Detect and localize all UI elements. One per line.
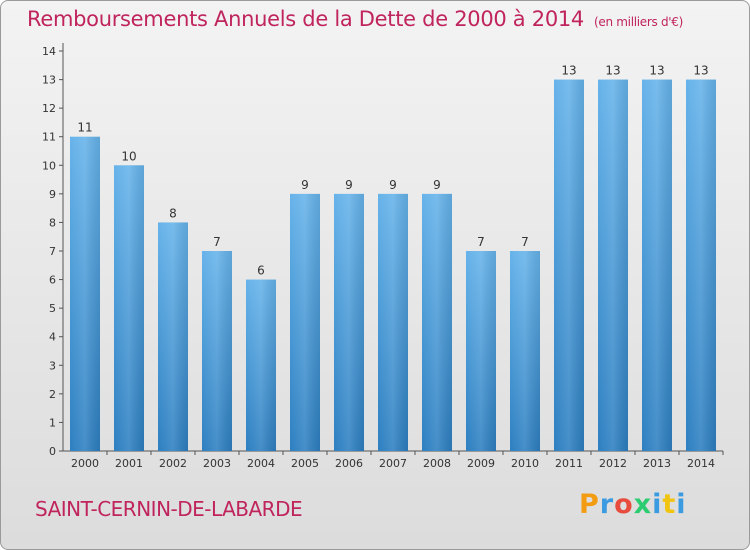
bar-value-label: 13 [561,64,576,78]
x-tick-label: 2000 [71,457,99,470]
y-tick-label: 0 [49,445,56,458]
bar-shade [510,251,540,451]
y-tick-label: 10 [42,159,56,172]
bar-shade [114,165,144,452]
bar-shade [334,193,364,451]
bar-value-label: 7 [213,235,221,249]
bar-value-label: 13 [649,64,664,78]
bar-value-label: 7 [477,235,485,249]
y-tick-label: 11 [42,131,56,144]
logo-letter: P [579,489,600,520]
y-tick-label: 2 [49,388,56,401]
x-tick-label: 2005 [291,457,319,470]
logo-letter: r [599,489,615,520]
bar-value-label: 13 [693,64,708,78]
y-tick-label: 7 [49,245,56,258]
x-tick-label: 2012 [599,457,627,470]
logo-letter: o [614,489,634,520]
bar-value-label: 13 [605,64,620,78]
proxiti-logo: Proxiti [579,489,687,520]
x-tick-label: 2014 [687,457,715,470]
x-tick-label: 2003 [203,457,231,470]
x-tick-label: 2011 [555,457,583,470]
bar-shade [202,251,232,451]
x-tick-label: 2002 [159,457,187,470]
chart-title: Remboursements Annuels de la Dette de 20… [27,7,683,31]
x-tick-label: 2010 [511,457,539,470]
logo-letter: i [676,489,687,520]
bar-shade [554,79,584,452]
y-tick-label: 6 [49,274,56,287]
y-tick-label: 9 [49,188,56,201]
logo-letter: x [633,489,653,520]
y-tick-label: 3 [49,359,56,372]
chart-unit: (en milliers d'€) [594,15,684,29]
x-tick-label: 2013 [643,457,671,470]
bar-value-label: 9 [345,178,353,192]
x-tick-label: 2008 [423,457,451,470]
x-tick-label: 2004 [247,457,275,470]
bar-value-label: 6 [257,264,265,278]
bar-value-label: 9 [389,178,397,192]
bar-value-label: 11 [77,121,92,135]
commune-name: SAINT-CERNIN-DE-LABARDE [35,497,303,521]
bar-shade [378,193,408,451]
bar-shade [598,79,628,452]
bar-value-label: 9 [301,178,309,192]
bar-shade [466,251,496,451]
x-tick-label: 2009 [467,457,495,470]
chart-title-text: Remboursements Annuels de la Dette de 20… [27,7,584,31]
bar-shade [422,193,452,451]
bar-shade [70,136,100,451]
bar-value-label: 8 [169,206,177,220]
x-tick-label: 2006 [335,457,363,470]
bar-shade [642,79,672,452]
bar-value-label: 9 [433,178,441,192]
bar-shade [158,222,188,451]
bar-value-label: 7 [521,235,529,249]
y-tick-label: 4 [49,331,56,344]
bar-shade [290,193,320,451]
y-tick-label: 8 [49,216,56,229]
y-tick-label: 5 [49,302,56,315]
y-tick-label: 1 [49,416,56,429]
x-tick-label: 2001 [115,457,143,470]
y-tick-label: 13 [42,74,56,87]
x-tick-label: 2007 [379,457,407,470]
y-tick-label: 14 [42,45,56,58]
bar-value-label: 10 [121,149,136,163]
y-tick-label: 12 [42,102,56,115]
logo-letter: i [652,489,663,520]
bar-shade [246,279,276,451]
logo-letter: t [662,489,677,520]
bar-shade [686,79,716,452]
